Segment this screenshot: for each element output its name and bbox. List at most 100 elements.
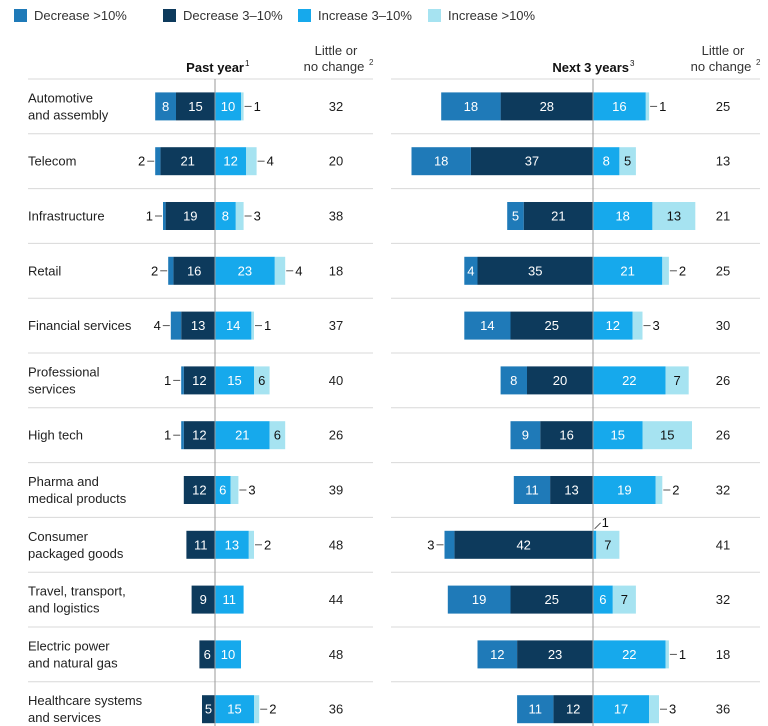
- bar-dec3: [199, 640, 215, 669]
- bar-dec10: [517, 695, 554, 724]
- bar-dec3: [181, 311, 215, 340]
- bar-inc10: [235, 202, 244, 230]
- data-label-inc3: 13: [225, 537, 239, 552]
- bar-dec10: [168, 256, 174, 285]
- category-label: Infrastructure: [28, 209, 105, 224]
- bar-dec3: [540, 421, 593, 450]
- bar-dec3: [550, 476, 593, 504]
- data-label-dec3: 25: [545, 592, 559, 607]
- bar-inc10: [596, 530, 620, 559]
- bar-dec3: [186, 530, 215, 559]
- bar-inc3: [215, 695, 254, 724]
- legend-swatch-inc3: [298, 9, 311, 22]
- little-change-value: 48: [329, 537, 343, 552]
- data-label-dec3: 23: [548, 647, 562, 662]
- little-change-value: 13: [716, 154, 730, 169]
- little-change-value: 41: [716, 537, 730, 552]
- data-label-inc3: 18: [615, 209, 629, 224]
- data-label-dec3: 13: [564, 483, 578, 498]
- little-change-value: 38: [329, 209, 343, 224]
- bar-inc10: [642, 421, 692, 450]
- legend-swatch-dec10: [14, 9, 27, 22]
- data-label-dec10: 18: [434, 154, 448, 169]
- little-change-value: 30: [716, 318, 730, 333]
- data-label-inc3: 6: [599, 592, 606, 607]
- category-label: High tech: [28, 428, 83, 443]
- bar-dec10: [444, 530, 455, 559]
- data-label-inc3: 8: [222, 209, 229, 224]
- bar-dec3: [470, 147, 593, 176]
- bar-dec10: [464, 256, 478, 285]
- data-label-dec10: 9: [522, 428, 529, 443]
- bar-dec10: [163, 202, 166, 230]
- data-label-inc10: 3: [653, 318, 660, 333]
- category-label: and assembly: [28, 107, 109, 122]
- bar-dec3: [517, 640, 593, 669]
- category-label: Financial services: [28, 318, 132, 333]
- data-label-inc3: 15: [227, 373, 241, 388]
- bar-dec10: [507, 202, 524, 230]
- data-label-inc3: 10: [221, 647, 235, 662]
- legend-label-dec10: Decrease >10%: [34, 8, 127, 23]
- bar-inc10: [254, 695, 260, 724]
- category-label: and services: [28, 710, 101, 725]
- bar-dec3: [500, 92, 593, 121]
- bar-inc3: [215, 311, 252, 340]
- bar-dec3: [183, 421, 215, 450]
- data-label-inc3: 22: [622, 647, 636, 662]
- data-label-inc10: 4: [267, 154, 274, 169]
- category-label: Electric power: [28, 638, 110, 653]
- data-label-inc10: 2: [672, 483, 679, 498]
- bar-inc10: [619, 147, 636, 176]
- legend-label-inc3: Increase 3–10%: [318, 8, 412, 23]
- bar-inc3: [593, 530, 597, 559]
- data-label-dec3: 13: [191, 318, 205, 333]
- bar-inc10: [649, 695, 659, 724]
- bar-inc3: [215, 476, 231, 504]
- data-label-dec10: 2: [151, 263, 158, 278]
- bar-inc10: [665, 640, 669, 669]
- bar-dec3: [165, 202, 215, 230]
- little-change-value: 26: [329, 428, 343, 443]
- category-label: packaged goods: [28, 546, 124, 561]
- bar-inc10: [612, 585, 636, 614]
- little-change-value: 39: [329, 483, 343, 498]
- data-label-dec3: 20: [553, 373, 567, 388]
- bar-dec10: [500, 366, 527, 395]
- bar-dec10: [170, 311, 182, 340]
- little-change-value: 48: [329, 647, 343, 662]
- bar-dec3: [553, 695, 593, 724]
- bar-dec3: [183, 476, 215, 504]
- data-label-inc3: 6: [219, 483, 226, 498]
- bar-inc3: [593, 202, 653, 230]
- bar-inc10: [662, 256, 669, 285]
- data-label-dec10: 19: [472, 592, 486, 607]
- bar-dec3: [173, 256, 215, 285]
- bar-inc3: [593, 585, 613, 614]
- bar-inc10: [251, 311, 254, 340]
- little-change-value: 36: [716, 702, 730, 717]
- bar-inc3: [593, 366, 666, 395]
- bar-inc10: [632, 311, 643, 340]
- bar-dec3: [176, 92, 215, 121]
- little-change-value: 20: [329, 154, 343, 169]
- data-label-dec3: 6: [204, 647, 211, 662]
- bar-dec3: [183, 366, 215, 395]
- legend-swatch-inc10: [428, 9, 441, 22]
- data-label-inc3: 16: [612, 99, 626, 114]
- bar-dec3: [510, 311, 593, 340]
- data-label-dec3: 12: [192, 428, 206, 443]
- data-label-inc10: 1: [264, 318, 271, 333]
- legend-label-dec3: Decrease 3–10%: [183, 8, 283, 23]
- little-change-value: 25: [716, 99, 730, 114]
- data-label-dec3: 11: [194, 537, 208, 552]
- data-label-dec10: 8: [510, 373, 517, 388]
- category-label: Consumer: [28, 529, 89, 544]
- category-label: Pharma and: [28, 474, 99, 489]
- category-label: Telecom: [28, 154, 76, 169]
- category-label: Retail: [28, 263, 61, 278]
- data-label-dec3: 16: [559, 428, 573, 443]
- bar-dec3: [191, 585, 215, 614]
- data-label-inc10: 1: [659, 99, 666, 114]
- bar-inc3: [215, 421, 270, 450]
